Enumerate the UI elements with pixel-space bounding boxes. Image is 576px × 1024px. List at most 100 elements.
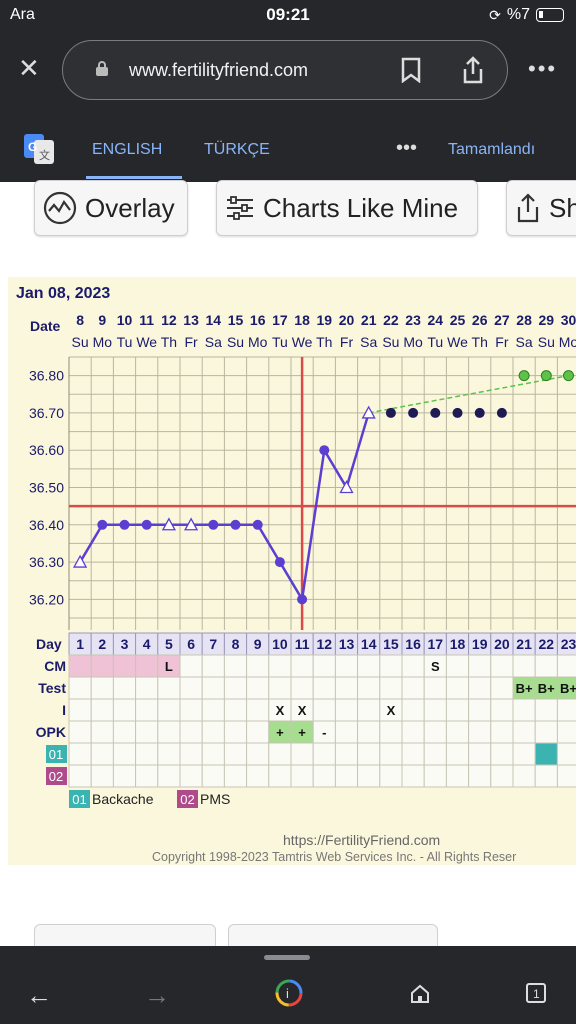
weekday-label: Su [538, 334, 555, 350]
obs-value: B+ [516, 681, 533, 696]
obs-cell [534, 720, 558, 744]
weekday-label: We [292, 334, 313, 350]
obs-cell [179, 676, 203, 700]
obs-cell [201, 698, 225, 722]
obs-cell [201, 720, 225, 744]
symptom-code-label: 01 [49, 747, 63, 762]
temp-point [141, 519, 152, 530]
date-label: 11 [139, 312, 154, 328]
obs-cell [201, 676, 225, 700]
date-label: 8 [76, 312, 84, 328]
home-icon[interactable] [410, 984, 430, 1004]
obs-cell [246, 720, 270, 744]
weekday-label: Mo [559, 334, 576, 350]
symptom-code-swatch [46, 767, 67, 785]
day-number: 10 [272, 636, 288, 652]
obs-cell [445, 654, 470, 678]
chart-footer-url[interactable]: https://FertilityFriend.com [283, 832, 441, 848]
back-icon[interactable]: ← [26, 980, 52, 1010]
translate-more-icon[interactable]: ••• [396, 137, 418, 159]
temp-point-projected [563, 370, 574, 382]
weekday-label: Fr [495, 334, 509, 350]
share-icon[interactable] [461, 55, 485, 85]
day-number: 8 [232, 636, 240, 652]
tabs-icon[interactable]: 1 [526, 983, 546, 1003]
day-number: 6 [187, 636, 195, 652]
temp-point [119, 519, 130, 530]
obs-cell [268, 742, 292, 766]
obs-cell [68, 742, 92, 766]
temp-tick-label: 36.80 [29, 368, 64, 384]
obs-row-label: I [62, 702, 66, 718]
day-number: 3 [121, 636, 129, 652]
obs-cell [379, 654, 403, 678]
legend-code: 02 [180, 792, 194, 807]
obs-value: B+ [560, 681, 576, 696]
obs-cell [490, 676, 514, 700]
obs-cell [357, 742, 381, 766]
obs-cell [68, 764, 92, 788]
forward-icon[interactable]: → [144, 980, 170, 1010]
obs-cell [201, 742, 225, 766]
day-number: 20 [494, 636, 510, 652]
bookmark-icon[interactable] [401, 57, 421, 83]
google-lens-icon[interactable]: i [274, 978, 304, 1008]
weekday-label: Sa [205, 334, 222, 350]
more-icon[interactable]: ••• [528, 56, 558, 81]
obs-cell [468, 676, 492, 700]
temp-point-projected [518, 370, 530, 382]
date-label: 10 [117, 312, 133, 328]
tab-turkish[interactable]: TÜRKÇE [204, 141, 270, 158]
temp-tick-label: 36.40 [29, 517, 64, 533]
date-label: 25 [450, 312, 466, 328]
tab-english[interactable]: ENGLISH [92, 141, 163, 158]
address-bar[interactable]: www.fertilityfriend.com [62, 40, 508, 100]
obs-cell [246, 676, 270, 700]
obs-cell [112, 654, 137, 678]
obs-cell [223, 742, 248, 766]
obs-cell [68, 654, 92, 678]
google-translate-icon: G 文 [24, 134, 54, 164]
weekday-label: Mo [93, 334, 113, 350]
obs-cell [135, 654, 159, 678]
drag-handle[interactable] [264, 955, 310, 960]
weekday-label: Su [72, 334, 89, 350]
obs-cell [423, 742, 447, 766]
day-number: 5 [165, 636, 173, 652]
obs-cell [135, 676, 159, 700]
date-label: 26 [472, 312, 488, 328]
share-chart-button[interactable]: Sh [506, 180, 576, 236]
date-label: 9 [98, 312, 106, 328]
obs-value: + [276, 725, 284, 740]
date-label: 21 [361, 312, 377, 328]
obs-cell [135, 764, 159, 788]
charts-like-mine-button[interactable]: Charts Like Mine [216, 180, 478, 236]
obs-value: S [431, 659, 440, 674]
svg-text:1: 1 [533, 987, 540, 1001]
chart-start-date: Jan 08, 2023 [16, 285, 110, 302]
svg-text:文: 文 [39, 148, 50, 162]
battery-percent: %7 [506, 6, 530, 23]
obs-cell [445, 742, 470, 766]
obs-cell [379, 676, 403, 700]
obs-value: L [165, 659, 173, 674]
date-label: 14 [206, 312, 222, 328]
day-number: 9 [254, 636, 262, 652]
translate-done-button[interactable]: Tamamlandı [448, 141, 536, 158]
obs-cell [112, 698, 137, 722]
date-label: 30 [561, 312, 576, 328]
obs-cell [179, 720, 203, 744]
obs-row-label: CM [44, 658, 66, 674]
day-number: 23 [561, 636, 576, 652]
temp-point-dark [385, 407, 396, 418]
obs-cell [468, 764, 492, 788]
day-number: 17 [428, 636, 444, 652]
obs-value: X [298, 703, 307, 718]
overlay-button[interactable]: Overlay [34, 180, 188, 236]
share-chart-icon [517, 193, 539, 223]
obs-cell [135, 698, 159, 722]
obs-cell [556, 742, 576, 766]
obs-cell [445, 764, 470, 788]
obs-cell [223, 654, 248, 678]
close-icon[interactable]: ✕ [18, 53, 40, 83]
